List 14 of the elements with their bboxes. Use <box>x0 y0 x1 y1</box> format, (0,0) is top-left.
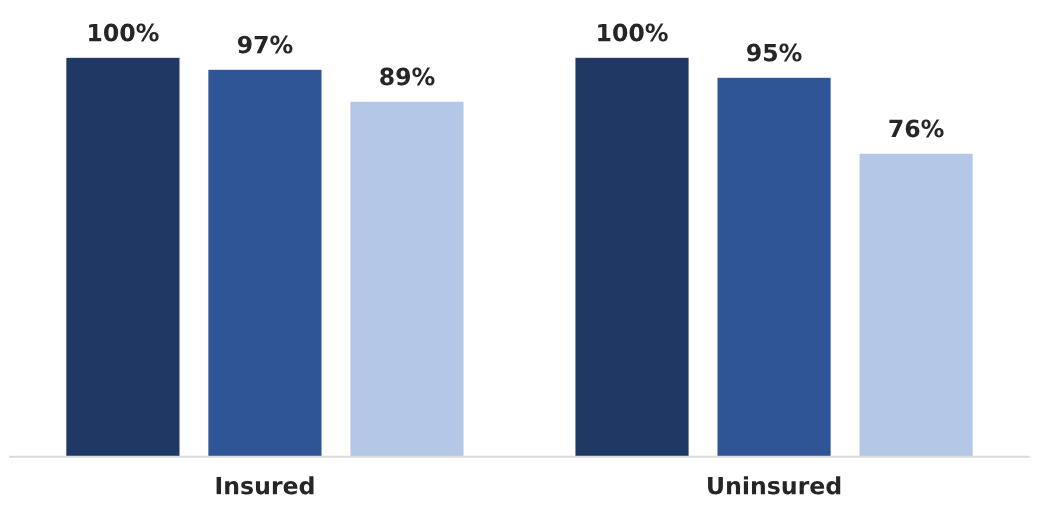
data-label: 100% <box>598 23 668 42</box>
data-label: 76% <box>889 119 944 138</box>
bar <box>64 56 181 457</box>
bar <box>574 56 690 457</box>
data-label: 95% <box>747 43 802 62</box>
data-label: 89% <box>380 67 435 86</box>
data-label: 100% <box>89 23 159 42</box>
x-tick-label: Insured <box>216 476 314 495</box>
x-tick-label: Uninsured <box>708 476 841 495</box>
bar <box>858 152 975 457</box>
bar <box>716 76 833 457</box>
bar <box>206 68 323 457</box>
data-label: 97% <box>237 35 293 54</box>
bar <box>349 100 465 457</box>
